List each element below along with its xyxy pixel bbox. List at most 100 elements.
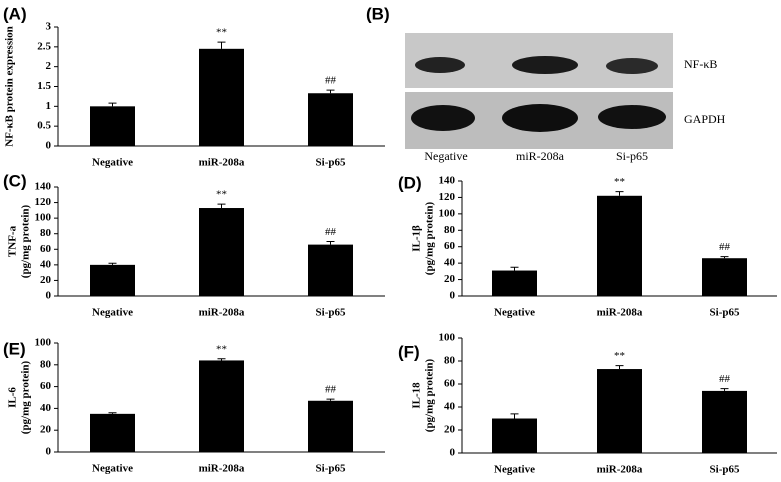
- annotation: ##: [719, 373, 731, 385]
- y-tick-label: 2.5: [37, 40, 51, 52]
- y-tick-label: 100: [35, 337, 52, 349]
- bar: [492, 418, 537, 453]
- error-bar: [615, 365, 624, 370]
- y-tick-label: 80: [40, 227, 52, 239]
- y-axis-label: (pg/mg protein): [424, 358, 436, 432]
- x-tick-label: Negative: [494, 307, 535, 319]
- y-axis-label: (pg/mg protein): [20, 204, 32, 278]
- x-tick-label: miR-208a: [199, 463, 245, 475]
- panel-label: (A): [3, 4, 27, 23]
- y-tick-label: 40: [40, 258, 52, 270]
- y-axis-label: IL-18: [411, 382, 423, 409]
- y-tick-label: 80: [444, 224, 456, 236]
- y-tick-label: 0: [46, 446, 52, 458]
- panel-label: (D): [398, 173, 422, 192]
- y-axis-label: IL-1β: [411, 225, 423, 252]
- error-bar: [108, 262, 117, 265]
- y-tick-label: 20: [40, 274, 52, 286]
- annotation: ##: [325, 75, 337, 87]
- error-bar: [217, 358, 226, 361]
- x-tick-label: Negative: [494, 464, 535, 476]
- x-tick-label: Si-p65: [316, 157, 346, 169]
- y-tick-label: 100: [439, 207, 456, 219]
- y-tick-label: 0: [46, 290, 52, 302]
- x-tick-label: Si-p65: [316, 307, 346, 319]
- annotation: ##: [719, 241, 731, 253]
- y-tick-label: 1: [46, 100, 52, 112]
- x-tick-label: miR-208a: [199, 157, 245, 169]
- x-tick-label: Si-p65: [710, 464, 740, 476]
- y-tick-label: 40: [444, 257, 456, 269]
- y-tick-label: 40: [40, 402, 52, 414]
- bar: [702, 258, 747, 296]
- bar: [702, 390, 747, 453]
- y-tick-label: 0: [46, 140, 52, 152]
- y-tick-label: 100: [35, 212, 52, 224]
- y-tick-label: 140: [35, 181, 52, 193]
- bar: [199, 208, 244, 296]
- annotation: **: [216, 27, 227, 39]
- error-bar: [217, 203, 226, 209]
- y-axis-label: TNF-a: [7, 225, 19, 257]
- annotation: **: [216, 343, 227, 355]
- x-tick-label: miR-208a: [199, 307, 245, 319]
- y-tick-label: 60: [444, 240, 456, 252]
- y-tick-label: 20: [444, 273, 456, 285]
- panel-label: (B): [366, 4, 390, 23]
- y-axis-label: NF-κB protein expression: [4, 26, 16, 147]
- annotation: ##: [325, 384, 337, 396]
- error-bar: [326, 398, 335, 401]
- y-axis-label: IL-6: [7, 387, 19, 408]
- band-label: GAPDH: [684, 112, 726, 126]
- band-label: NF-κB: [684, 57, 717, 71]
- y-tick-label: 1.5: [37, 80, 51, 92]
- panel-label: (F): [398, 342, 420, 361]
- y-tick-label: 60: [444, 378, 456, 390]
- y-tick-label: 100: [439, 332, 456, 344]
- y-tick-label: 0: [450, 447, 456, 459]
- bar: [90, 106, 135, 146]
- bar: [597, 369, 642, 453]
- x-tick-label: Si-p65: [710, 307, 740, 319]
- y-tick-label: 140: [439, 175, 456, 187]
- panel-label: (E): [3, 339, 26, 358]
- y-tick-label: 60: [40, 380, 52, 392]
- error-bar: [108, 102, 117, 107]
- y-axis-label: (pg/mg protein): [20, 360, 32, 434]
- y-tick-label: 120: [35, 196, 52, 208]
- annotation: ##: [325, 226, 337, 238]
- error-bar: [510, 413, 519, 419]
- x-tick-label: Si-p65: [316, 463, 346, 475]
- bar: [597, 195, 642, 296]
- y-tick-label: 20: [40, 424, 52, 436]
- lane-label: miR-208a: [516, 149, 565, 163]
- y-tick-label: 60: [40, 243, 52, 255]
- y-axis-label: (pg/mg protein): [424, 201, 436, 275]
- bar: [199, 360, 244, 452]
- error-bar: [108, 412, 117, 414]
- x-tick-label: Negative: [92, 463, 133, 475]
- annotation: **: [614, 176, 625, 188]
- y-tick-label: 20: [444, 424, 456, 436]
- error-bar: [326, 89, 335, 94]
- bar: [308, 400, 353, 452]
- lane-label: Si-p65: [616, 149, 648, 163]
- y-tick-label: 3: [46, 21, 52, 33]
- panel-label: (C): [3, 171, 27, 190]
- y-tick-label: 0.5: [37, 120, 51, 132]
- y-tick-label: 0: [450, 290, 456, 302]
- error-bar: [510, 266, 519, 271]
- y-tick-label: 120: [439, 191, 456, 203]
- error-bar: [720, 388, 729, 391]
- y-tick-label: 80: [40, 358, 52, 370]
- bar: [308, 244, 353, 296]
- error-bar: [615, 191, 624, 196]
- lane-label: Negative: [424, 149, 467, 163]
- error-bar: [720, 256, 729, 259]
- x-tick-label: miR-208a: [597, 464, 643, 476]
- annotation: **: [614, 350, 625, 362]
- blot-image: [405, 33, 673, 149]
- x-tick-label: miR-208a: [597, 307, 643, 319]
- bar: [308, 93, 353, 146]
